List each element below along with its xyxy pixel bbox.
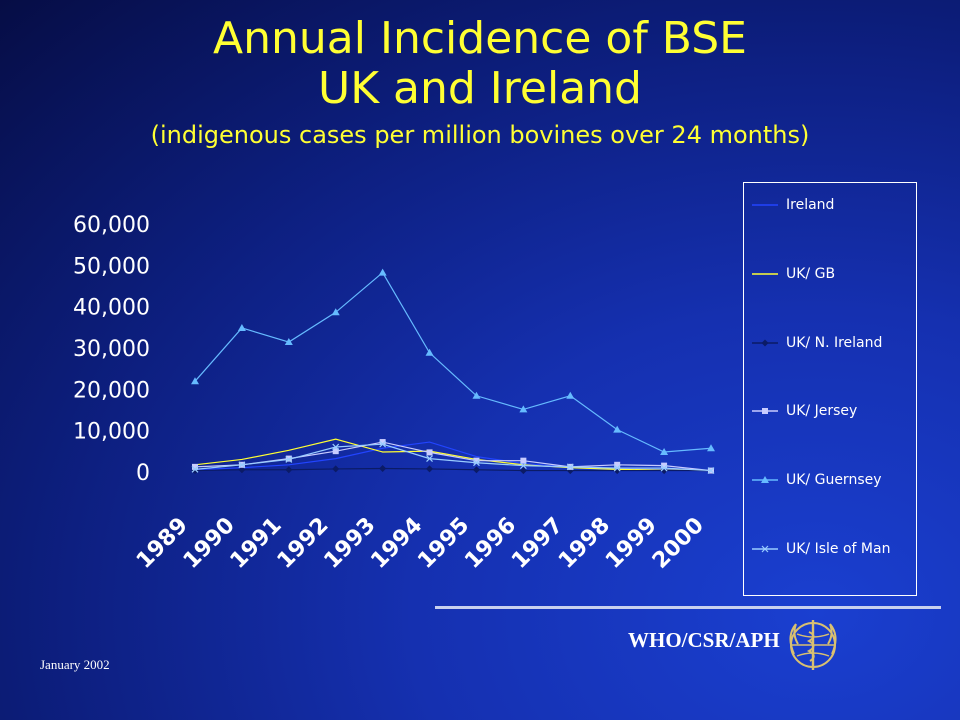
legend-swatch <box>752 339 778 347</box>
legend-label: UK/ Jersey <box>786 403 858 420</box>
y-tick-label: 0 <box>136 461 150 486</box>
y-tick-label: 10,000 <box>73 420 150 445</box>
legend-item: UK/ Guernsey <box>752 470 882 490</box>
data-point <box>332 448 339 455</box>
data-point <box>473 457 480 464</box>
data-point <box>332 465 340 473</box>
legend-item: Ireland <box>752 195 834 215</box>
legend-label: UK/ GB <box>786 266 836 282</box>
data-point <box>379 440 387 448</box>
footer-divider <box>435 606 941 609</box>
y-tick-label: 20,000 <box>73 378 150 403</box>
legend-swatch <box>752 476 778 483</box>
data-point <box>566 463 574 471</box>
data-point <box>378 268 387 276</box>
legend-item: UK/ GB <box>752 264 835 284</box>
slide-subtitle: (indigenous cases per million bovines ov… <box>150 121 810 149</box>
data-point <box>761 476 769 483</box>
data-point <box>661 462 668 469</box>
footer-organization: WHO/CSR/APH <box>628 628 780 652</box>
data-point <box>762 408 768 415</box>
data-point <box>238 466 246 474</box>
legend-item: UK/ Jersey <box>752 401 857 421</box>
data-point <box>520 457 527 464</box>
data-point <box>284 338 293 346</box>
x-tick-label: 1994 <box>366 513 427 574</box>
x-tick-label: 1992 <box>273 513 334 574</box>
slide-title-line1: Annual Incidence of BSE <box>213 13 747 64</box>
data-point <box>660 467 668 475</box>
legend-swatch <box>752 408 778 415</box>
data-point <box>519 467 527 475</box>
data-point <box>379 439 386 446</box>
data-point <box>761 339 769 347</box>
data-point <box>660 464 668 472</box>
footer-date: January 2002 <box>40 657 110 672</box>
title-block: Annual Incidence of BSE UK and Ireland (… <box>0 14 960 152</box>
x-tick-label: 1990 <box>179 513 240 574</box>
legend-swatch <box>752 273 778 275</box>
data-point <box>614 461 621 468</box>
legend-label: Ireland <box>786 197 835 214</box>
y-tick-label: 30,000 <box>73 337 150 362</box>
legend-label: UK/ Isle of Man <box>786 540 891 557</box>
y-tick-label: 40,000 <box>73 296 150 321</box>
data-point <box>191 377 199 385</box>
series-line <box>194 467 711 472</box>
data-point <box>238 461 246 469</box>
x-tick-label: 1997 <box>507 513 568 574</box>
data-point <box>519 405 528 413</box>
data-point <box>613 425 622 433</box>
legend-item: UK/ Isle of Man <box>752 539 890 559</box>
x-tick-label: 1999 <box>601 513 662 574</box>
x-tick-label: 1996 <box>460 513 521 574</box>
x-tick-label: 1989 <box>132 513 193 574</box>
who-emblem-icon <box>789 620 837 670</box>
data-point <box>379 465 387 473</box>
data-point <box>285 456 293 463</box>
series-line <box>194 271 712 453</box>
x-tick-label: 1998 <box>554 513 615 574</box>
legend-label: UK/ N. Ireland <box>786 334 883 351</box>
data-point <box>566 391 575 399</box>
y-tick-label: 50,000 <box>73 254 150 279</box>
data-point <box>613 464 621 472</box>
data-point <box>425 348 434 356</box>
legend-swatch <box>752 204 778 207</box>
series-line <box>194 441 712 472</box>
x-tick-label: 1991 <box>226 513 287 574</box>
data-point <box>426 465 434 473</box>
legend-item: UK/ N. Ireland <box>752 333 882 353</box>
x-tick-label: 1993 <box>320 513 381 574</box>
data-point <box>192 463 198 470</box>
data-point <box>332 443 340 451</box>
data-point <box>191 465 199 473</box>
series-line <box>194 438 712 472</box>
x-tick-label: 1995 <box>413 513 474 574</box>
series-line <box>194 443 712 472</box>
y-tick-label: 60,000 <box>73 213 150 238</box>
slide-title-line2: UK and Ireland <box>318 63 642 114</box>
data-point <box>707 467 715 475</box>
chart-legend: Ireland UK/ GB UK/ N. Ireland UK/ Jersey UK/… <box>743 182 917 596</box>
legend-label: UK/ Guernsey <box>786 472 882 488</box>
data-point <box>519 462 527 470</box>
data-point <box>472 391 481 399</box>
data-point <box>237 323 246 331</box>
data-point <box>660 447 669 455</box>
data-point <box>426 449 433 456</box>
data-point <box>426 455 433 463</box>
data-point <box>472 466 480 474</box>
legend-swatch <box>752 545 778 553</box>
data-point <box>761 545 769 553</box>
data-point <box>473 459 480 467</box>
data-point <box>707 444 715 452</box>
data-point <box>613 467 621 475</box>
data-point <box>285 466 293 474</box>
data-point <box>331 308 340 316</box>
x-tick-label: 2000 <box>648 513 709 574</box>
